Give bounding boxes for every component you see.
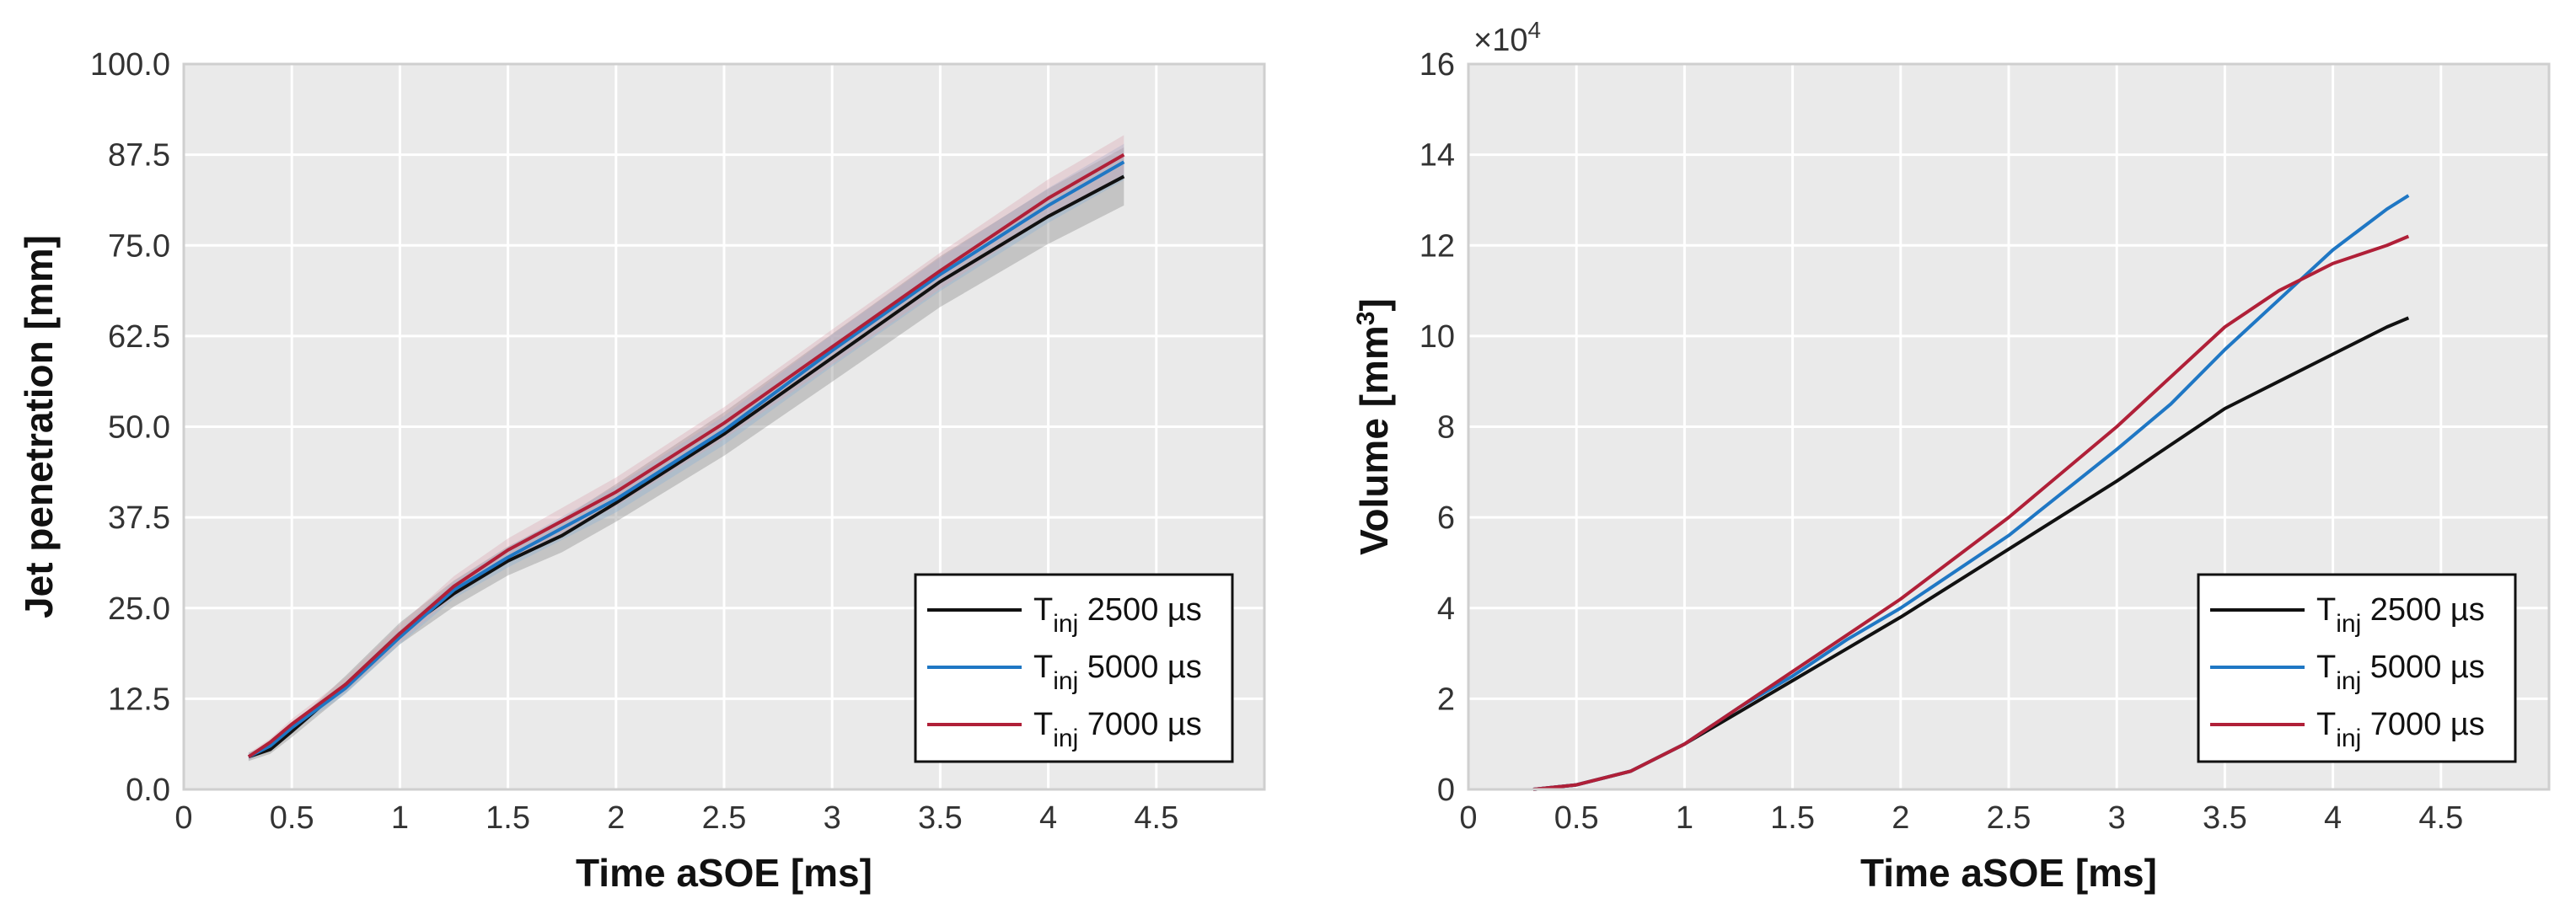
y-axis-label-superscript: 3 [1352, 312, 1380, 326]
legend-label: Tinj 5000 µs [1033, 650, 1202, 695]
y-tick-labels: 0.0 12.5 25.0 37.5 50.0 62.5 75.0 87.5 100.0 [90, 47, 170, 808]
x-tick-label: 3.5 [2203, 800, 2247, 836]
series-line [248, 174, 1125, 759]
x-tick-label: 1 [391, 800, 409, 836]
y-tick-label: 4 [1437, 591, 1455, 627]
x-tick-label: 4 [2324, 800, 2342, 836]
x-tick-label: 1 [1676, 800, 1693, 836]
scale-exponent: 4 [1527, 17, 1541, 43]
legend-label-main: T [1033, 592, 1053, 628]
x-tick-label: 2 [1892, 800, 1909, 836]
legend-label-rest: 5000 µs [2361, 650, 2485, 685]
x-tick-label: 2.5 [1987, 800, 2031, 836]
series-lines [1532, 194, 2410, 791]
x-tick-label: 0 [1459, 800, 1477, 836]
x-tick-label: 1.5 [486, 800, 530, 836]
legend-label-subscript: inj [1053, 725, 1078, 752]
y-tick-label: 87.5 [108, 138, 170, 174]
y-tick-label: 6 [1437, 500, 1455, 536]
legend-label-main: T [2316, 650, 2336, 685]
x-tick-label: 3 [824, 800, 841, 836]
legend-label-subscript: inj [2336, 667, 2361, 695]
x-tick-labels: 0 0.5 1 1.5 2 2.5 3 3.5 4 4.5 [1459, 800, 2463, 836]
plot-frame [1467, 62, 2551, 791]
x-tick-label: 3 [2108, 800, 2126, 836]
x-tick-label: 2 [607, 800, 625, 836]
plot-frame [182, 62, 1266, 791]
y-tick-label: 14 [1419, 138, 1455, 174]
legend-label: Tinj 2500 µs [2316, 592, 2485, 638]
x-axis-label: Time aSOE [ms] [576, 851, 872, 895]
x-tick-label: 2.5 [702, 800, 747, 836]
x-tick-label: 0.5 [1554, 800, 1599, 836]
y-tick-label: 16 [1419, 47, 1455, 83]
y-tick-label: 37.5 [108, 500, 170, 536]
legend-label-main: T [2316, 592, 2336, 628]
legend-label: Tinj 2500 µs [1033, 592, 1202, 638]
legend-label-subscript: inj [2336, 725, 2361, 752]
series-line [247, 152, 1125, 758]
x-tick-label: 3.5 [918, 800, 963, 836]
axis-scale-multiplier: ×104 [1473, 17, 1541, 59]
legend-label: Tinj 7000 µs [2316, 707, 2485, 752]
y-axis-label-end: ] [1352, 298, 1396, 311]
legend-label-rest: 7000 µs [1078, 707, 1202, 742]
legend-label-main: T [2316, 707, 2336, 742]
y-tick-label: 8 [1437, 410, 1455, 446]
y-tick-label: 12 [1419, 228, 1455, 264]
y-tick-label: 75.0 [108, 228, 170, 264]
y-tick-label: 0 [1437, 773, 1455, 808]
legend-label-main: T [1033, 707, 1053, 742]
x-axis-label: Time aSOE [ms] [1860, 851, 2157, 895]
y-tick-label: 25.0 [108, 591, 170, 627]
scale-base: ×10 [1473, 23, 1527, 58]
x-tick-label: 4.5 [1134, 800, 1178, 836]
y-tick-label: 10 [1419, 319, 1455, 355]
series-lines [247, 152, 1125, 759]
legend-label-subscript: inj [1053, 610, 1078, 638]
x-tick-label: 4 [1039, 800, 1057, 836]
legend-label-subscript: inj [2336, 610, 2361, 638]
y-tick-labels: 0 2 4 6 8 10 12 14 16 [1419, 47, 1455, 808]
legend-label-rest: 2500 µs [1078, 592, 1202, 628]
x-tick-labels: 0 0.5 1 1.5 2 2.5 3 3.5 4 4.5 [174, 800, 1178, 836]
series-line [248, 160, 1125, 759]
volume-chart: 0 0.5 1 1.5 2 2.5 3 3.5 4 4.5 0 2 4 6 8 10 12 14 16 Time … [1352, 17, 2551, 895]
y-axis-label: Volume [mm3] [1352, 298, 1397, 555]
series-line [1532, 234, 2410, 791]
legend-label-rest: 5000 µs [1078, 650, 1202, 685]
y-axis-label: Jet penetration [mm] [17, 235, 61, 618]
y-tick-label: 12.5 [108, 682, 170, 717]
y-axis-label-main: Volume [mm [1352, 325, 1396, 555]
legend-label-rest: 2500 µs [2361, 592, 2485, 628]
legend-label-main: T [1033, 650, 1053, 685]
y-tick-label: 100.0 [90, 47, 170, 83]
legend-label: Tinj 5000 µs [2316, 650, 2485, 695]
y-tick-label: 2 [1437, 682, 1455, 717]
legend-label-subscript: inj [1053, 667, 1078, 695]
x-tick-label: 1.5 [1770, 800, 1815, 836]
x-tick-label: 4.5 [2418, 800, 2463, 836]
x-tick-label: 0 [174, 800, 192, 836]
y-tick-label: 50.0 [108, 410, 170, 446]
legend-label: Tinj 7000 µs [1033, 707, 1202, 752]
legend-label-rest: 7000 µs [2361, 707, 2485, 742]
x-tick-label: 0.5 [270, 800, 314, 836]
y-tick-label: 0.0 [126, 773, 170, 808]
y-tick-label: 62.5 [108, 319, 170, 355]
jet-penetration-chart: 0 0.5 1 1.5 2 2.5 3 3.5 4 4.5 0.0 12.5 25.0 37.5 50.0… [17, 47, 1266, 895]
